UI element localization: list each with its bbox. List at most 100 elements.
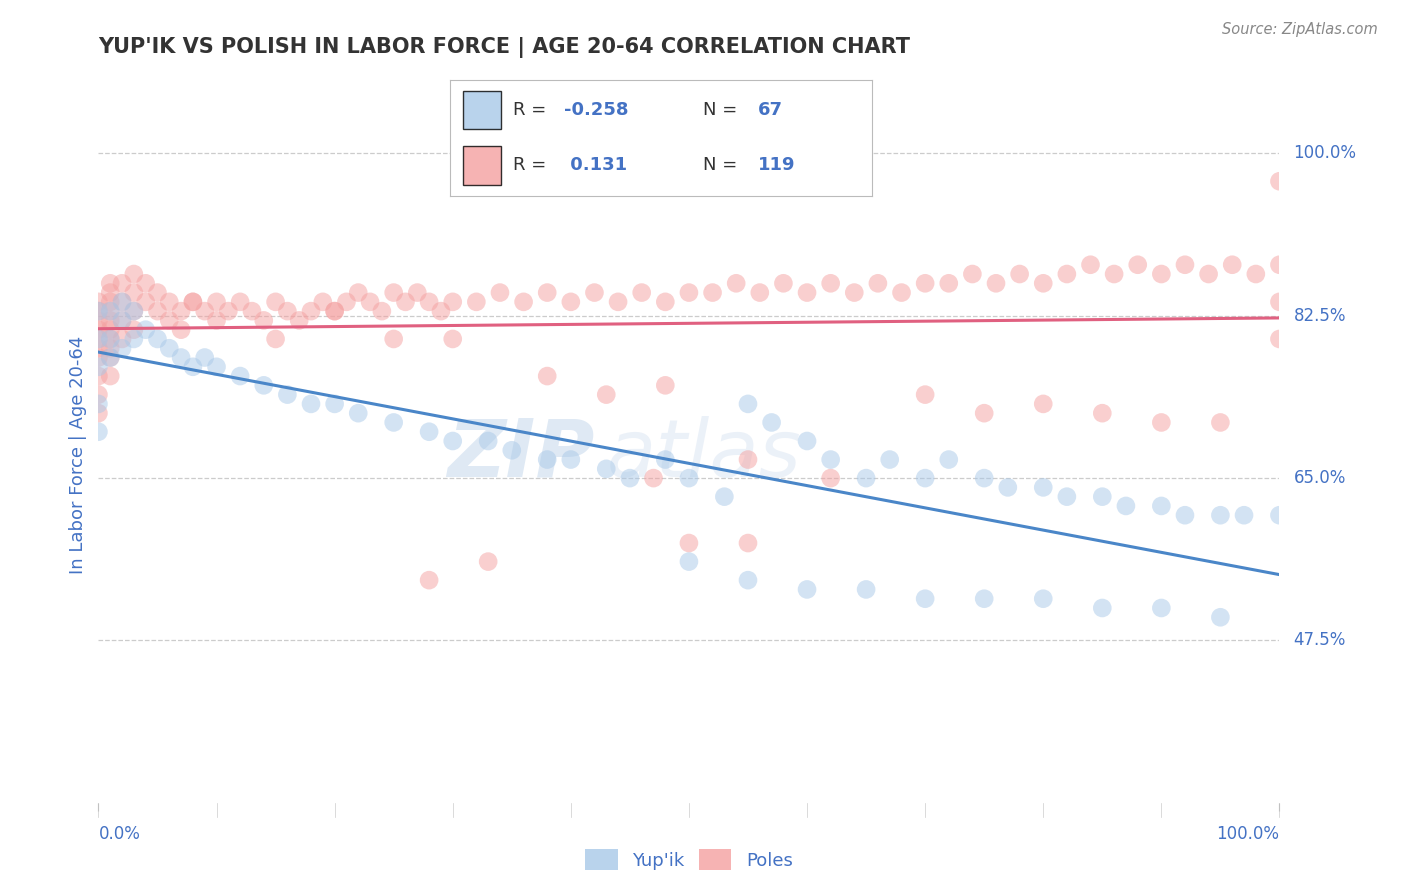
Point — [1008, 267, 1031, 281]
Point — [1115, 499, 1137, 513]
Point — [170, 304, 193, 318]
Point — [122, 323, 145, 337]
Point — [748, 285, 770, 300]
Point — [87, 406, 110, 420]
Point — [111, 313, 134, 327]
Point — [299, 304, 322, 318]
Point — [418, 573, 440, 587]
Point — [725, 277, 748, 291]
Point — [973, 471, 995, 485]
Point — [914, 471, 936, 485]
Point — [1209, 416, 1232, 430]
Point — [98, 351, 121, 365]
Point — [135, 277, 157, 291]
Point — [713, 490, 735, 504]
Point — [1150, 499, 1173, 513]
Point — [87, 313, 110, 327]
Point — [1126, 258, 1149, 272]
Point — [98, 332, 121, 346]
Point — [87, 332, 110, 346]
Point — [229, 294, 252, 309]
Point — [157, 341, 180, 355]
Point — [229, 369, 252, 384]
Point — [630, 285, 652, 300]
Text: 0.0%: 0.0% — [98, 825, 141, 843]
Text: N =: N = — [703, 156, 742, 174]
Point — [359, 294, 381, 309]
Point — [619, 471, 641, 485]
Point — [820, 471, 842, 485]
Point — [772, 277, 794, 291]
Point — [87, 425, 110, 439]
Point — [654, 378, 676, 392]
Point — [737, 536, 759, 550]
Point — [87, 359, 110, 374]
Point — [441, 294, 464, 309]
Point — [194, 304, 217, 318]
FancyBboxPatch shape — [463, 146, 501, 185]
Point — [796, 434, 818, 448]
Point — [973, 406, 995, 420]
Point — [441, 332, 464, 346]
Point — [122, 285, 145, 300]
Point — [98, 285, 121, 300]
Point — [371, 304, 394, 318]
Point — [678, 536, 700, 550]
Point — [1150, 601, 1173, 615]
Point — [1174, 508, 1197, 523]
Point — [583, 285, 606, 300]
Point — [1268, 258, 1291, 272]
Point — [122, 304, 145, 318]
Point — [1032, 277, 1054, 291]
Y-axis label: In Labor Force | Age 20-64: In Labor Force | Age 20-64 — [69, 335, 87, 574]
Point — [87, 304, 110, 318]
Text: R =: R = — [513, 156, 553, 174]
Point — [87, 351, 110, 365]
Point — [1268, 508, 1291, 523]
Point — [595, 462, 617, 476]
Point — [87, 294, 110, 309]
Point — [1032, 397, 1054, 411]
Point — [217, 304, 239, 318]
Point — [984, 277, 1007, 291]
Point — [1102, 267, 1125, 281]
Point — [678, 285, 700, 300]
Point — [87, 341, 110, 355]
Point — [678, 471, 700, 485]
Point — [890, 285, 912, 300]
Point — [430, 304, 453, 318]
Point — [737, 573, 759, 587]
Point — [253, 378, 276, 392]
Text: Source: ZipAtlas.com: Source: ZipAtlas.com — [1222, 22, 1378, 37]
Point — [98, 351, 121, 365]
Point — [146, 332, 169, 346]
Point — [98, 277, 121, 291]
Point — [382, 332, 405, 346]
Point — [761, 416, 783, 430]
Point — [205, 359, 228, 374]
Point — [477, 555, 499, 569]
Point — [276, 387, 298, 401]
Point — [1091, 406, 1114, 420]
Point — [737, 397, 759, 411]
Point — [382, 416, 405, 430]
Point — [536, 369, 558, 384]
Point — [87, 304, 110, 318]
Point — [394, 294, 416, 309]
Text: YUP'IK VS POLISH IN LABOR FORCE | AGE 20-64 CORRELATION CHART: YUP'IK VS POLISH IN LABOR FORCE | AGE 20… — [98, 37, 911, 58]
Point — [87, 369, 110, 384]
Point — [98, 313, 121, 327]
Point — [170, 351, 193, 365]
Point — [1091, 601, 1114, 615]
Point — [962, 267, 984, 281]
Point — [418, 425, 440, 439]
Point — [111, 294, 134, 309]
Point — [98, 304, 121, 318]
Point — [855, 471, 877, 485]
Point — [276, 304, 298, 318]
Text: 0.131: 0.131 — [564, 156, 627, 174]
Point — [87, 332, 110, 346]
Point — [98, 369, 121, 384]
Point — [382, 285, 405, 300]
Point — [536, 452, 558, 467]
